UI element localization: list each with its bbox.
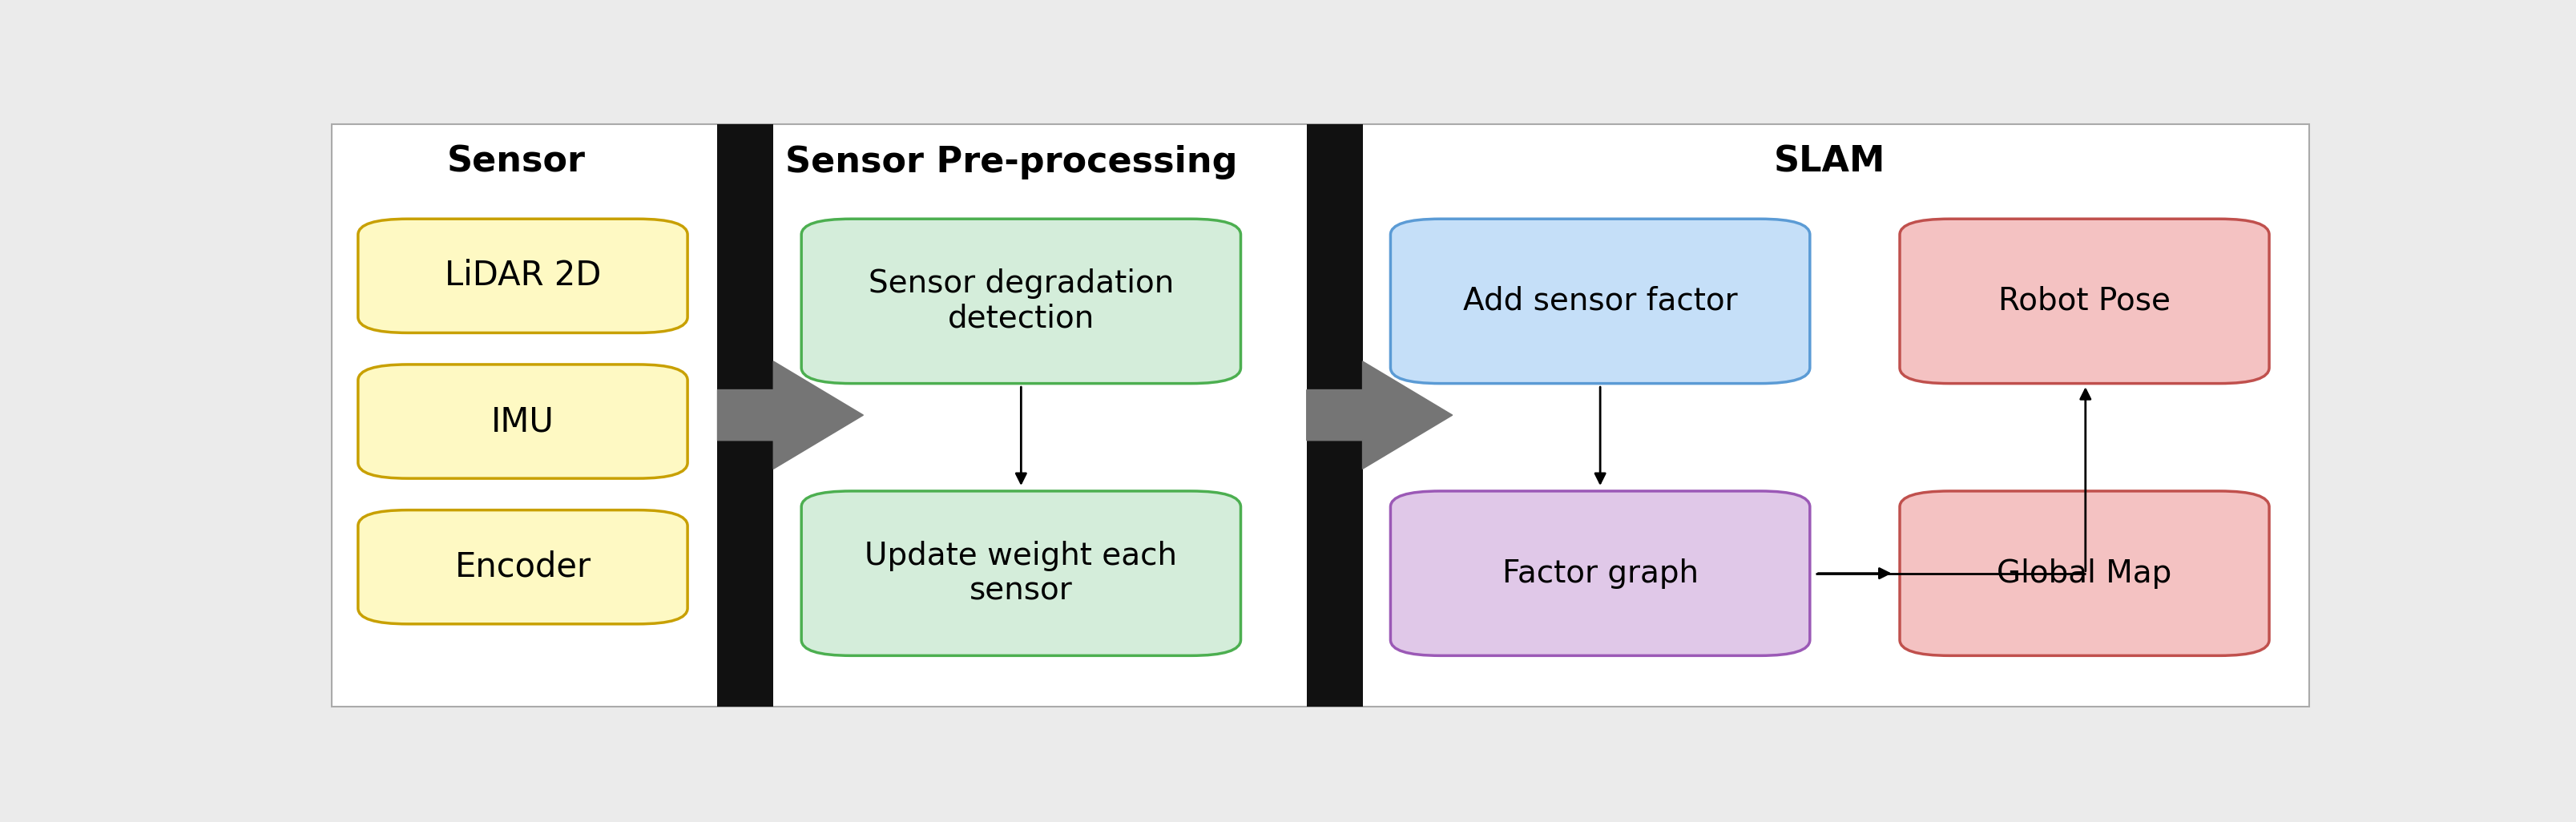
Text: Encoder: Encoder xyxy=(453,550,590,584)
FancyBboxPatch shape xyxy=(1391,491,1808,656)
FancyBboxPatch shape xyxy=(1391,219,1808,383)
Text: SLAM: SLAM xyxy=(1772,145,1886,179)
FancyBboxPatch shape xyxy=(1899,491,2269,656)
Text: Global Map: Global Map xyxy=(1996,558,2172,589)
Polygon shape xyxy=(716,362,863,469)
Text: LiDAR 2D: LiDAR 2D xyxy=(446,259,600,293)
FancyBboxPatch shape xyxy=(358,364,688,478)
Text: IMU: IMU xyxy=(492,404,554,438)
FancyBboxPatch shape xyxy=(332,124,2308,706)
Polygon shape xyxy=(1306,362,1453,469)
FancyBboxPatch shape xyxy=(358,219,688,333)
Text: Robot Pose: Robot Pose xyxy=(1999,286,2169,316)
Text: Sensor: Sensor xyxy=(446,145,585,179)
Bar xyxy=(1306,124,1363,706)
Text: Sensor degradation
detection: Sensor degradation detection xyxy=(868,268,1175,334)
Text: Sensor Pre-processing: Sensor Pre-processing xyxy=(786,145,1236,179)
FancyBboxPatch shape xyxy=(358,510,688,624)
FancyBboxPatch shape xyxy=(801,491,1242,656)
Text: Update weight each
sensor: Update weight each sensor xyxy=(866,541,1177,606)
Text: Add sensor factor: Add sensor factor xyxy=(1463,286,1736,316)
Text: Factor graph: Factor graph xyxy=(1502,558,1698,589)
FancyBboxPatch shape xyxy=(801,219,1242,383)
FancyBboxPatch shape xyxy=(1899,219,2269,383)
Bar xyxy=(716,124,773,706)
